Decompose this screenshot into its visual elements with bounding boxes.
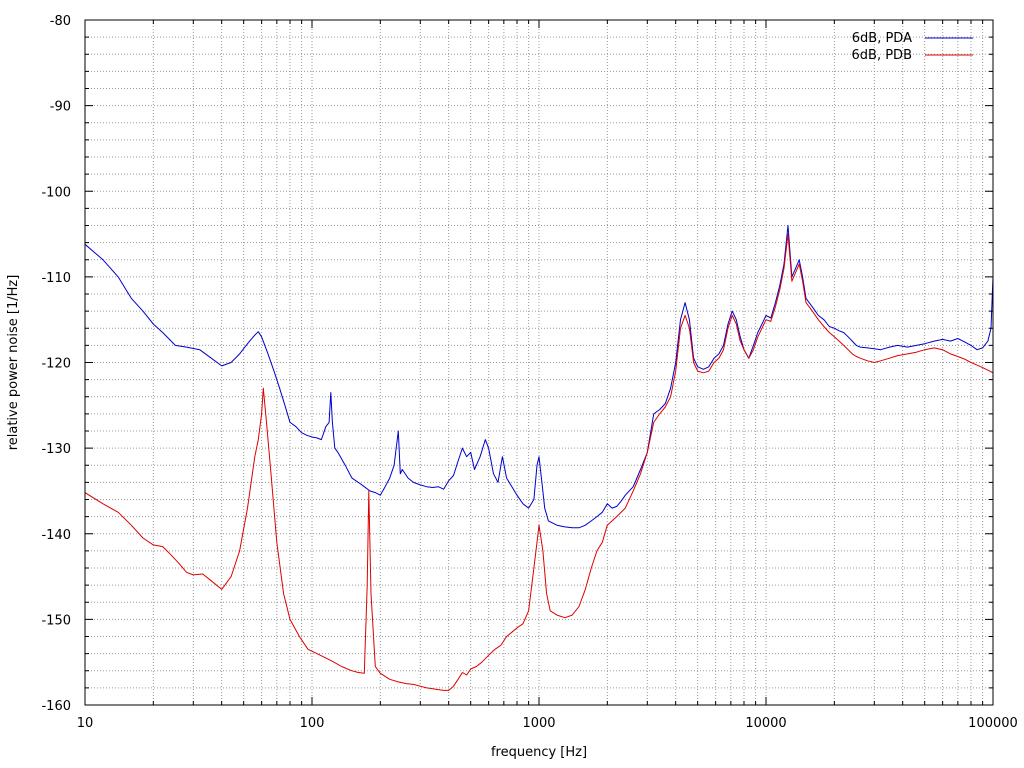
y-axis-label: relative power noise [1/Hz]	[6, 275, 21, 451]
legend: 6dB, PDA 6dB, PDB	[852, 31, 973, 63]
grid	[85, 20, 993, 705]
series-line-0	[85, 225, 993, 529]
y-tick-label: -130	[41, 442, 71, 457]
tick-labels: 10 100 1000 10000 100000 -80 -90 -100 -110 -120 -1…	[41, 14, 1017, 731]
y-tick-label: -120	[41, 357, 71, 372]
x-tick-label: 10000	[745, 716, 786, 731]
y-tick-label: -90	[50, 100, 71, 115]
y-tick-label: -100	[41, 185, 71, 200]
series-layer	[85, 225, 993, 691]
y-tick-label: -160	[41, 699, 71, 714]
x-tick-label: 10	[77, 716, 94, 731]
x-tick-label: 1000	[522, 716, 555, 731]
legend-label-0: 6dB, PDA	[852, 31, 912, 46]
x-tick-label: 100000	[968, 716, 1018, 731]
y-tick-label: -80	[50, 14, 71, 29]
x-axis-label: frequency [Hz]	[491, 745, 587, 760]
series-line-1	[85, 233, 993, 691]
y-tick-label: -150	[41, 613, 71, 628]
y-tick-label: -110	[41, 271, 71, 286]
y-tick-label: -140	[41, 528, 71, 543]
legend-label-1: 6dB, PDB	[852, 48, 912, 63]
ticks	[84, 20, 994, 705]
x-tick-label: 100	[300, 716, 325, 731]
